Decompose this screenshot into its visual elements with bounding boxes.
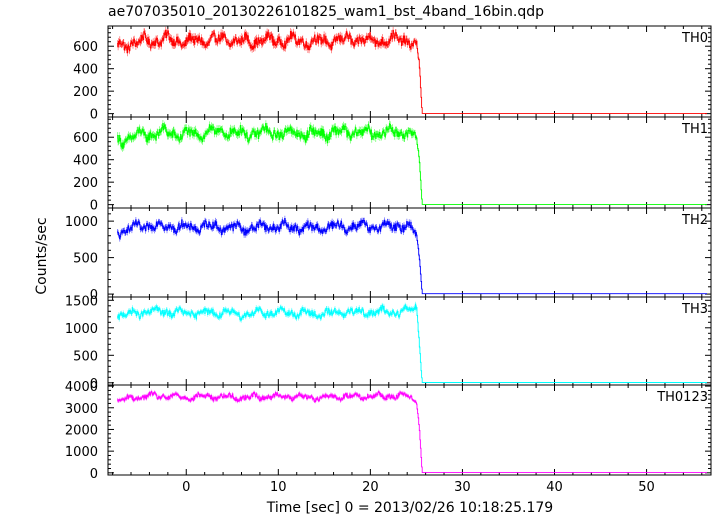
x-tick-label: 0: [182, 480, 190, 495]
panel-label-th3: TH3: [681, 302, 708, 317]
panel-label-th2: TH2: [681, 213, 708, 228]
y-tick-label: 600: [73, 40, 98, 55]
y-tick-label: 400: [73, 154, 98, 169]
chart-title: ae707035010_20130226101825_wam1_bst_4ban…: [108, 4, 544, 20]
series-th1-line: [117, 122, 707, 205]
y-tick-label: 200: [73, 176, 98, 191]
panel-frame: [107, 384, 712, 476]
series-th2-line: [117, 218, 707, 295]
x-tick-label: 40: [546, 480, 563, 495]
panel-label-th0123: TH0123: [656, 390, 708, 405]
panel-label-th0: TH0: [681, 31, 708, 46]
y-tick-label: 500: [73, 349, 98, 364]
series-th1-errorbars: [117, 120, 423, 200]
y-tick-label: 1000: [65, 445, 98, 460]
panel-th2: 0 500 1000 TH2: [65, 207, 712, 303]
x-tick-label: 10: [270, 480, 287, 495]
panel-th1: 0 200 400 600 TH1: [73, 116, 712, 214]
x-tick-label: 20: [362, 480, 379, 495]
y-tick-label: 0: [90, 377, 98, 392]
series-th0-line: [117, 29, 707, 114]
y-tick-label: 1000: [65, 322, 98, 337]
y-tick-label: 3000: [65, 402, 98, 417]
series-th3-line: [117, 303, 707, 383]
series-th0123-errorbars: [117, 389, 423, 467]
y-tick-label: 600: [73, 131, 98, 146]
panel-th0123: 0 1000 2000 3000 4000 TH0123: [65, 380, 712, 482]
x-axis-label: Time [sec] 0 = 2013/02/26 10:18:25.179: [266, 500, 553, 516]
y-tick-label: 0: [90, 288, 98, 303]
y-tick-label: 4000: [65, 380, 98, 395]
y-axis-label: Counts/sec: [34, 217, 50, 294]
panel-label-th1: TH1: [681, 122, 708, 137]
x-tick-label: 30: [454, 480, 471, 495]
panel-th3: 0 500 1000 1500 TH3: [65, 294, 712, 392]
y-tick-label: 1000: [65, 215, 98, 230]
x-tick-label: 50: [638, 480, 655, 495]
y-tick-label: 200: [73, 85, 98, 100]
y-tick-label: 0: [90, 467, 98, 482]
y-tick-label: 2000: [65, 423, 98, 438]
y-tick-label: 1500: [65, 294, 98, 309]
y-tick-label: 400: [73, 63, 98, 78]
y-tick-label: 0: [90, 199, 98, 214]
series-th0123-line: [117, 390, 707, 474]
panel-th0: 0 200 400 600 TH0: [73, 25, 712, 123]
y-tick-label: 0: [90, 108, 98, 123]
y-tick-label: 500: [73, 252, 98, 267]
